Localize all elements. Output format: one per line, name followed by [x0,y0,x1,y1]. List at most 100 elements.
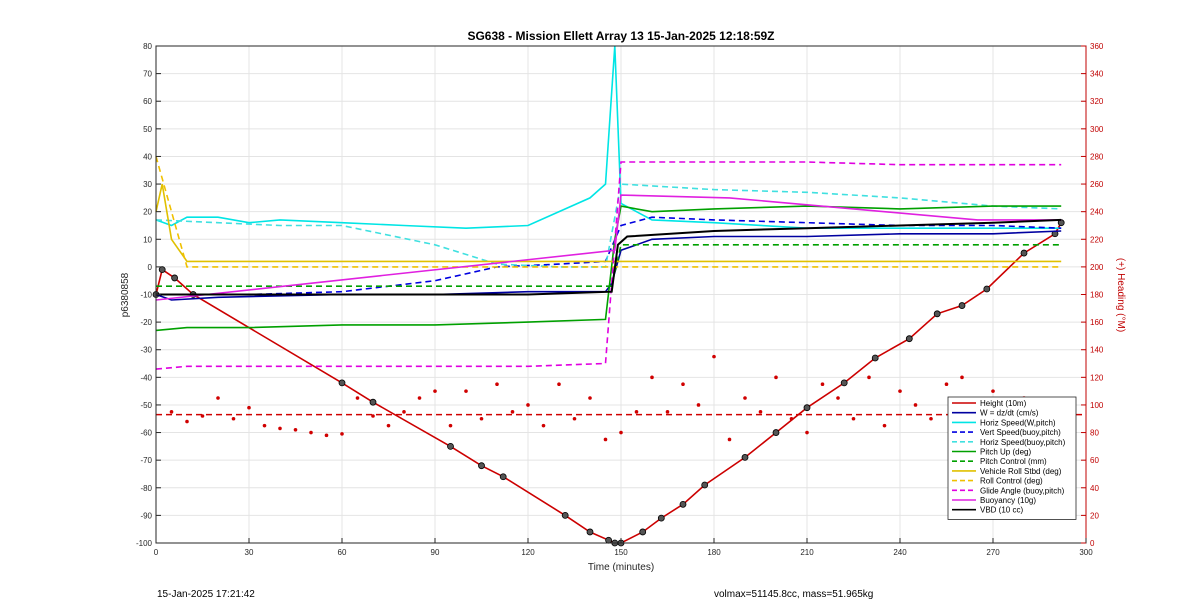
y-right-tick-label: 280 [1090,152,1104,161]
heading-point [727,437,732,442]
legend-entry: W = dz/dt (cm/s) [980,409,1039,418]
heading-point [216,396,220,400]
y-tick-label: 40 [143,152,152,161]
chart-axes: 0 30 60 90 120 150 180 210 240 270 300-100-90-80-7… [136,42,1104,557]
height-marker [840,379,848,387]
y-right-tick-label: 80 [1090,429,1099,438]
y-tick-label: 80 [143,42,152,51]
legend-entry: Height (10m) [980,399,1027,408]
heading-point [433,389,437,393]
height-marker [958,302,966,309]
heading-point [805,430,809,435]
height-marker [158,266,166,274]
height-marker [499,473,507,481]
y-right-tick-label: 340 [1090,70,1104,79]
height-marker [586,528,594,536]
x-tick-label: 150 [614,548,628,557]
series-line [155,230,1062,301]
heading-point [867,375,871,380]
heading-point [371,414,375,418]
series-line [156,218,1062,296]
heading-point [448,423,453,428]
height-marker [171,274,179,282]
y-tick-label: -30 [140,346,152,355]
y-right-tick-label: 60 [1090,456,1099,465]
heading-point [293,427,298,432]
heading-point [247,405,251,410]
x-tick-label: 60 [338,548,347,557]
heading-point [603,437,608,442]
legend-entry: Pitch Control (mm) [980,457,1047,466]
heading-point [557,382,561,387]
y-right-tick-label: 320 [1090,97,1104,106]
height-marker [871,354,879,362]
heading-point [355,396,360,400]
height-marker [983,285,991,293]
y-right-tick-label: 180 [1090,291,1104,300]
heading-point [820,382,825,387]
legend-entry: Horiz Speed(buoy,pitch) [980,438,1066,447]
heading-point [882,423,887,428]
y-tick-label: 60 [143,97,152,106]
heading-point [929,416,933,421]
legend-entry: Roll Control (deg) [980,477,1043,486]
y-right-tick-label: 260 [1090,180,1104,189]
y-right-tick-label: 140 [1090,346,1104,355]
height-marker [605,536,612,544]
y-tick-label: -10 [140,291,152,300]
y-right-tick-label: 360 [1090,42,1104,51]
heading-point [851,416,856,421]
heading-point [510,410,515,414]
y-right-tick-label: 100 [1090,401,1104,410]
y-right-tick-label: 0 [1090,539,1095,548]
height-marker [803,404,811,412]
heading-point [386,423,391,428]
heading-point [495,382,499,387]
height-marker [905,335,913,343]
series-line [155,161,1062,370]
height-marker [447,442,454,450]
heading-point [169,410,174,414]
legend-entry: Vert Speed(buoy,pitch) [980,428,1061,437]
y-tick-label: -40 [140,373,152,382]
height-marker [338,379,346,387]
height-marker [933,310,941,318]
heading-point [758,410,763,414]
heading-point [185,419,189,424]
heading-point [619,430,623,435]
x-tick-label: 270 [986,548,1000,557]
legend-entry: Pitch Up (deg) [980,448,1031,457]
heading-point [479,416,484,421]
legend-entry: Glide Angle (buoy,pitch) [980,486,1065,495]
series-line [155,156,1062,268]
heading-point [898,389,902,393]
x-tick-label: 30 [245,548,254,557]
height-marker [772,429,780,436]
x-tick-label: 300 [1079,548,1093,557]
heading-point [944,382,949,387]
y-tick-label: -100 [136,539,153,548]
y-right-tick-label: 20 [1090,511,1099,520]
series-line [155,45,1062,230]
legend-entry: VBD (10 cc) [980,506,1023,515]
height-marker [478,462,485,470]
height-marker [679,500,687,508]
y-tick-label: 70 [143,70,152,79]
y-tick-label: -20 [140,318,152,327]
x-tick-label: 120 [521,548,535,557]
heading-point [572,416,577,421]
series-line [155,222,1062,544]
x-tick-label: 210 [800,548,814,557]
y-right-tick-label: 200 [1090,263,1104,272]
heading-point [712,354,716,359]
y-tick-label: 50 [143,125,152,134]
x-tick-label: 180 [707,548,721,557]
heading-point [774,375,778,380]
y-right-tick-label: 40 [1090,484,1099,493]
y-right-tick-label: 220 [1090,235,1104,244]
height-marker [741,454,749,461]
heading-point [200,414,205,418]
series-line [155,183,1062,263]
y-right-tick-label: 120 [1090,373,1104,382]
